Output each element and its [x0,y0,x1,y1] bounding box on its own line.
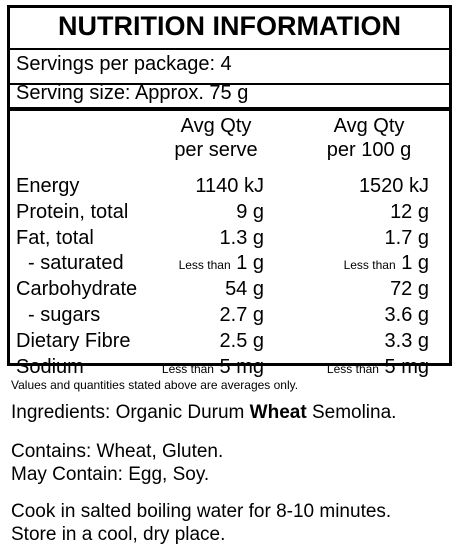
nutrient-label: Protein, total [16,200,129,223]
ingredients: Ingredients: Organic Durum Wheat Semolin… [11,401,396,425]
less-than-prefix: Less than [326,361,379,376]
per-100g-value: 3.3 g [385,330,429,353]
divider-top [10,48,449,50]
column-header-line: Avg Qty [333,115,405,137]
nutrient-row: Protein, total 9 g 12 g [10,201,449,227]
per-serve-value: 1140 kJ [195,175,264,198]
contains-statement: Contains: Wheat, Gluten. [11,441,224,462]
storage-instructions: Store in a cool, dry place. [11,524,226,545]
per-serve-value: 54 g [225,278,264,301]
per-100g-value: 1.7 g [385,227,429,250]
nutrient-label: - sugars [28,304,101,326]
nutrient-row: Carbohydrate 54 g 72 g [10,278,449,304]
nutrient-amount: 3.3 g [384,329,429,352]
nutrient-row: Energy 1140 kJ 1520 kJ [10,175,449,201]
per-100g-value: 72 g [390,278,429,301]
nutrient-amount: 1.3 g [219,226,264,249]
column-header-per-serve: Avg Qty per serve [161,114,271,162]
less-than-prefix: Less than [178,258,231,273]
nutrient-label: Carbohydrate [16,278,138,301]
column-header-line: per 100 g [326,139,412,161]
per-100g-value: Less than 5 mg [327,356,429,379]
nutrient-amount: 54 g [225,278,264,301]
may-contain-statement: May Contain: Egg, Soy. [11,464,210,485]
column-header-per-100g: Avg Qty per 100 g [309,114,429,162]
per-serve-value: 1.3 g [220,227,264,250]
less-than-prefix: Less than [343,258,396,273]
serving-size: Serving size: Approx. 75 g [16,82,249,104]
ingredients-allergen: Wheat [249,402,307,423]
nutrient-label: Sodium [16,355,84,378]
per-serve-value: Less than 5 mg [162,356,264,379]
nutrient-label: - saturated [28,252,124,275]
nutrient-amount: 5 mg [219,355,264,378]
divider-mid [10,83,449,85]
panel-title: NUTRITION INFORMATION [58,11,401,41]
per-serve-value: Less than 1 g [179,252,264,275]
nutrient-amount: 1520 kJ [358,175,429,197]
nutrient-label: Energy [16,175,80,197]
per-serve-value: 2.5 g [220,330,264,353]
nutrient-amount: 2.7 g [219,304,264,326]
nutrient-amount: 2.5 g [219,329,264,352]
servings-per-package: Servings per package: 4 [16,53,232,75]
per-100g-value: Less than 1 g [344,252,429,275]
averages-note: Values and quantities stated above are a… [11,378,299,392]
nutrient-amount: 5 mg [384,355,429,378]
per-100g-value: 1520 kJ [359,175,429,198]
nutrient-row: Dietary Fibre 2.5 g 3.3 g [10,330,449,356]
nutrient-amount: 1 g [236,252,264,275]
divider-thick [10,107,449,111]
per-serve-value: 9 g [236,201,264,224]
nutrient-label: Dietary Fibre [16,329,131,352]
nutrient-amount: 1.7 g [384,226,429,249]
nutrient-row: Fat, total 1.3 g 1.7 g [10,227,449,253]
per-serve-value: 2.7 g [220,304,264,327]
per-100g-value: 3.6 g [385,304,429,327]
column-header-line: per serve [174,139,258,161]
nutrient-row: - sugars 2.7 g 3.6 g [10,304,449,330]
ingredients-text-end: Semolina. [306,402,397,423]
nutrient-amount: 1140 kJ [195,175,264,197]
nutrition-panel: NUTRITION INFORMATION Servings per packa… [7,5,452,378]
nutrient-amount: 12 g [390,200,429,223]
cooking-instructions: Cook in salted boiling water for 8-10 mi… [11,501,392,522]
nutrient-amount: 1 g [401,252,429,275]
less-than-prefix: Less than [161,361,214,376]
column-header-line: Avg Qty [180,115,252,137]
nutrient-amount: 3.6 g [384,304,429,326]
nutrient-row: - saturated Less than 1 g Less than 1 g [10,252,449,278]
nutrient-amount: 72 g [390,278,429,301]
nutrient-label: Fat, total [16,226,94,249]
per-100g-value: 12 g [390,201,429,224]
ingredients-text: Ingredients: Organic Durum [11,402,250,423]
nutrient-amount: 9 g [236,200,264,223]
nutrient-row: Sodium Less than 5 mg Less than 5 mg [10,356,449,382]
